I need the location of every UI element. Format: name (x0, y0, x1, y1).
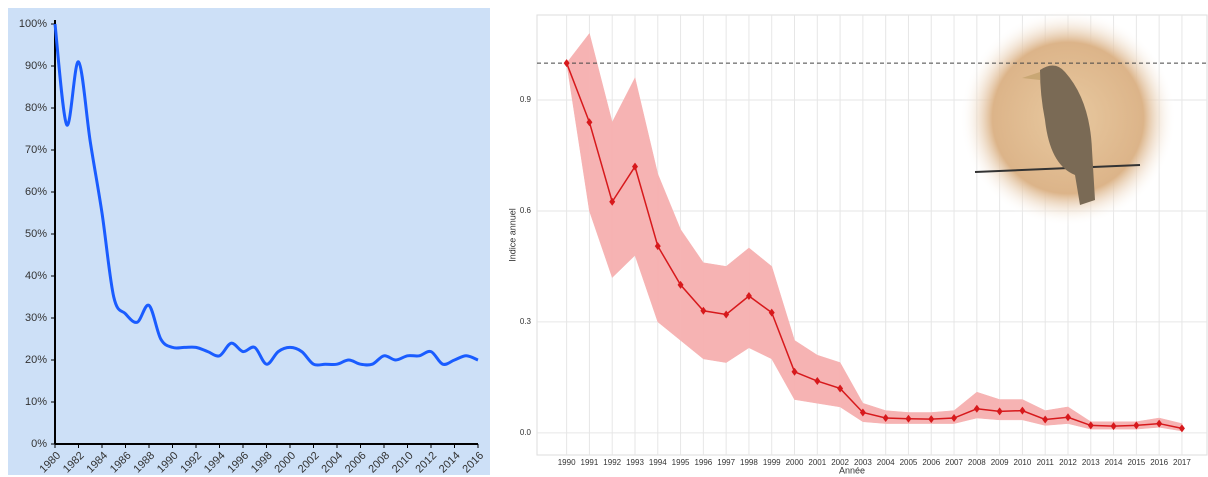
y-tick-label: 90% (25, 60, 47, 72)
x-tick-label: 2000 (786, 458, 804, 467)
y-tick-label: 60% (25, 186, 47, 198)
x-tick-label: 2008 (968, 458, 986, 467)
y-tick-label: 0.9 (520, 95, 532, 104)
confidence-band (931, 411, 954, 424)
page: {"chart_data": [ {"type": "line", "x": [… (0, 0, 1208, 477)
x-tick-label: 1996 (694, 458, 712, 467)
x-tick-label: 1990 (558, 458, 576, 467)
x-tick-label: 2016 (1150, 458, 1168, 467)
left-panel (8, 8, 490, 475)
x-tick-label: 1997 (717, 458, 735, 467)
y-tick-label: 0.0 (520, 428, 532, 437)
y-tick-label: 30% (25, 312, 47, 324)
y-tick-label: 80% (25, 102, 47, 114)
charts: 0%10%20%30%40%50%60%70%80%90%100%1980198… (0, 0, 1208, 477)
x-tick-label: 2012 (1059, 458, 1077, 467)
x-tick-label: 2004 (877, 458, 895, 467)
y-tick-label: 20% (25, 354, 47, 366)
x-tick-label: 1994 (649, 458, 667, 467)
x-tick-label: 2011 (1037, 458, 1055, 467)
x-tick-label: 1993 (626, 458, 644, 467)
y-tick-label: 70% (25, 144, 47, 156)
x-tick-label: 2009 (991, 458, 1009, 467)
x-tick-label: 2001 (808, 458, 826, 467)
confidence-band (908, 412, 931, 423)
x-tick-label: 1999 (763, 458, 781, 467)
confidence-band (886, 411, 909, 424)
y-tick-label: 0.3 (520, 317, 532, 326)
y-tick-label: 0% (31, 438, 47, 450)
x-tick-label: 2005 (900, 458, 918, 467)
x-tick-label: 2013 (1082, 458, 1100, 467)
y-tick-label: 50% (25, 228, 47, 240)
x-tick-label: 2010 (1014, 458, 1032, 467)
confidence-band (1000, 400, 1023, 420)
x-tick-label: 2007 (945, 458, 963, 467)
y-tick-label: 40% (25, 270, 47, 282)
x-tick-label: 2014 (1105, 458, 1123, 467)
y-axis-title: Indice annuel (507, 208, 517, 262)
x-tick-label: 1991 (581, 458, 599, 467)
bird-photo (960, 10, 1176, 226)
confidence-band (817, 355, 840, 407)
x-tick-label: 2015 (1127, 458, 1145, 467)
y-tick-label: 100% (19, 18, 47, 30)
x-axis-title: Année (839, 465, 865, 475)
x-tick-label: 1992 (603, 458, 621, 467)
x-tick-label: 2006 (922, 458, 940, 467)
y-tick-label: 10% (25, 396, 47, 408)
y-tick-label: 0.6 (520, 206, 532, 215)
x-tick-label: 1995 (672, 458, 690, 467)
x-tick-label: 2017 (1173, 458, 1191, 467)
x-tick-label: 1998 (740, 458, 758, 467)
